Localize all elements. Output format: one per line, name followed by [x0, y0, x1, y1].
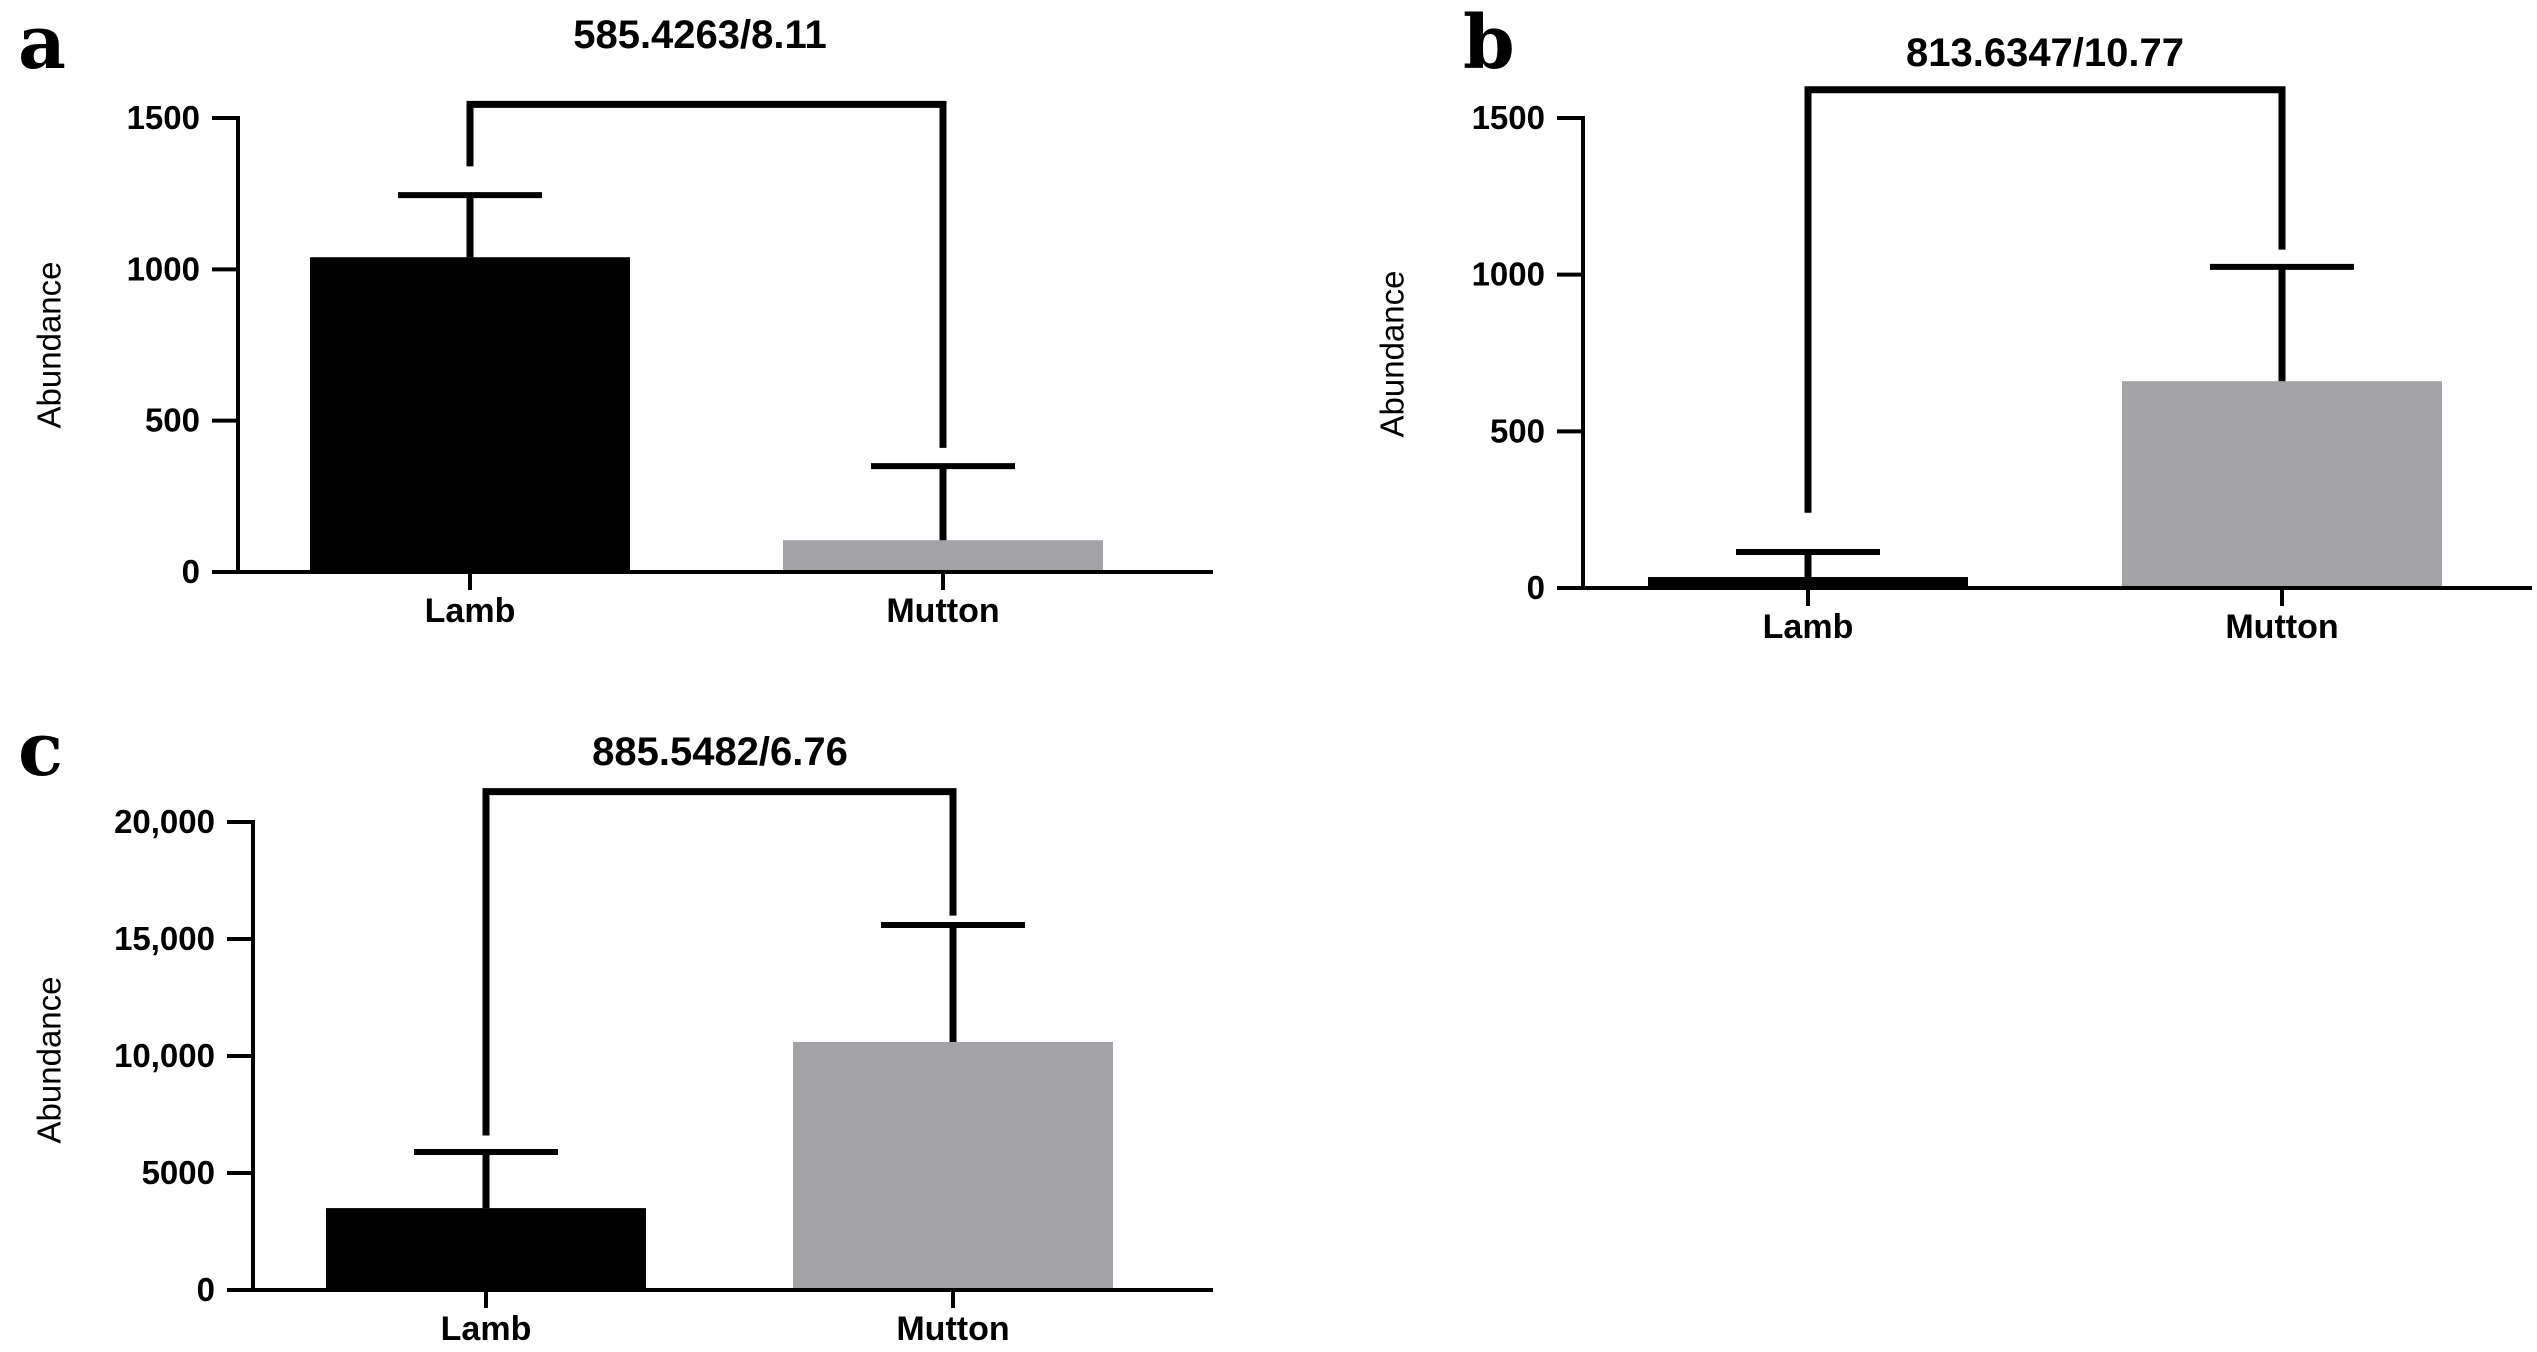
panel-letter: c: [18, 707, 63, 793]
significance-bracket: [482, 788, 957, 1136]
y-axis-label: Abundance: [1374, 271, 1411, 438]
y-tick-label: 500: [1490, 412, 1545, 449]
chart-title: 813.6347/10.77: [1906, 31, 2184, 75]
y-tick-label: 1500: [127, 99, 200, 136]
bar-mutton: [783, 540, 1103, 572]
significance-bracket: [1804, 86, 2286, 513]
y-tick-label: 20,000: [114, 803, 215, 840]
bar-lamb: [310, 257, 630, 572]
y-tick-label: 500: [145, 402, 200, 439]
x-tick-label: Mutton: [896, 1310, 1009, 1348]
y-tick-label: 1500: [1472, 99, 1545, 136]
x-tick-label: Lamb: [441, 1310, 532, 1348]
panel-letter: a: [18, 0, 66, 86]
panel-letter: b: [1463, 0, 1515, 86]
y-tick-label: 0: [1527, 569, 1545, 606]
y-axis-label: Abundance: [31, 977, 68, 1144]
y-tick-label: 5000: [142, 1154, 215, 1191]
y-tick-label: 1000: [1472, 256, 1545, 293]
x-tick-label: Lamb: [425, 592, 516, 630]
chart-title: 585.4263/8.11: [573, 13, 827, 57]
chart-panel-b: b 813.6347/10.77 Abundance 0 500 1000 1500 Lamb…: [1374, 0, 2532, 646]
bar-mutton: [793, 1041, 1113, 1290]
y-axis-label: Abundance: [31, 262, 68, 429]
bar-lamb: [326, 1208, 646, 1290]
chart-title: 885.5482/6.76: [592, 730, 848, 774]
significance-bracket: [466, 100, 947, 448]
y-tick-label: 1000: [127, 250, 200, 287]
bar-lamb: [1648, 577, 1968, 588]
y-tick-label: 10,000: [114, 1037, 215, 1074]
y-tick-label: 0: [182, 553, 200, 590]
y-tick-label: 0: [197, 1271, 215, 1308]
x-tick-label: Mutton: [886, 592, 999, 630]
bar-mutton: [2122, 381, 2442, 588]
chart-panel-a: a 585.4263/8.11 Abundance 0 500 1000 1500 Lamb M…: [18, 0, 1213, 630]
chart-panel-c: c 885.5482/6.76 Abundance 0 5000 10,000 15,000…: [18, 707, 1213, 1348]
y-tick-label: 15,000: [114, 920, 215, 957]
x-tick-label: Mutton: [2225, 608, 2338, 646]
x-tick-label: Lamb: [1763, 608, 1854, 646]
